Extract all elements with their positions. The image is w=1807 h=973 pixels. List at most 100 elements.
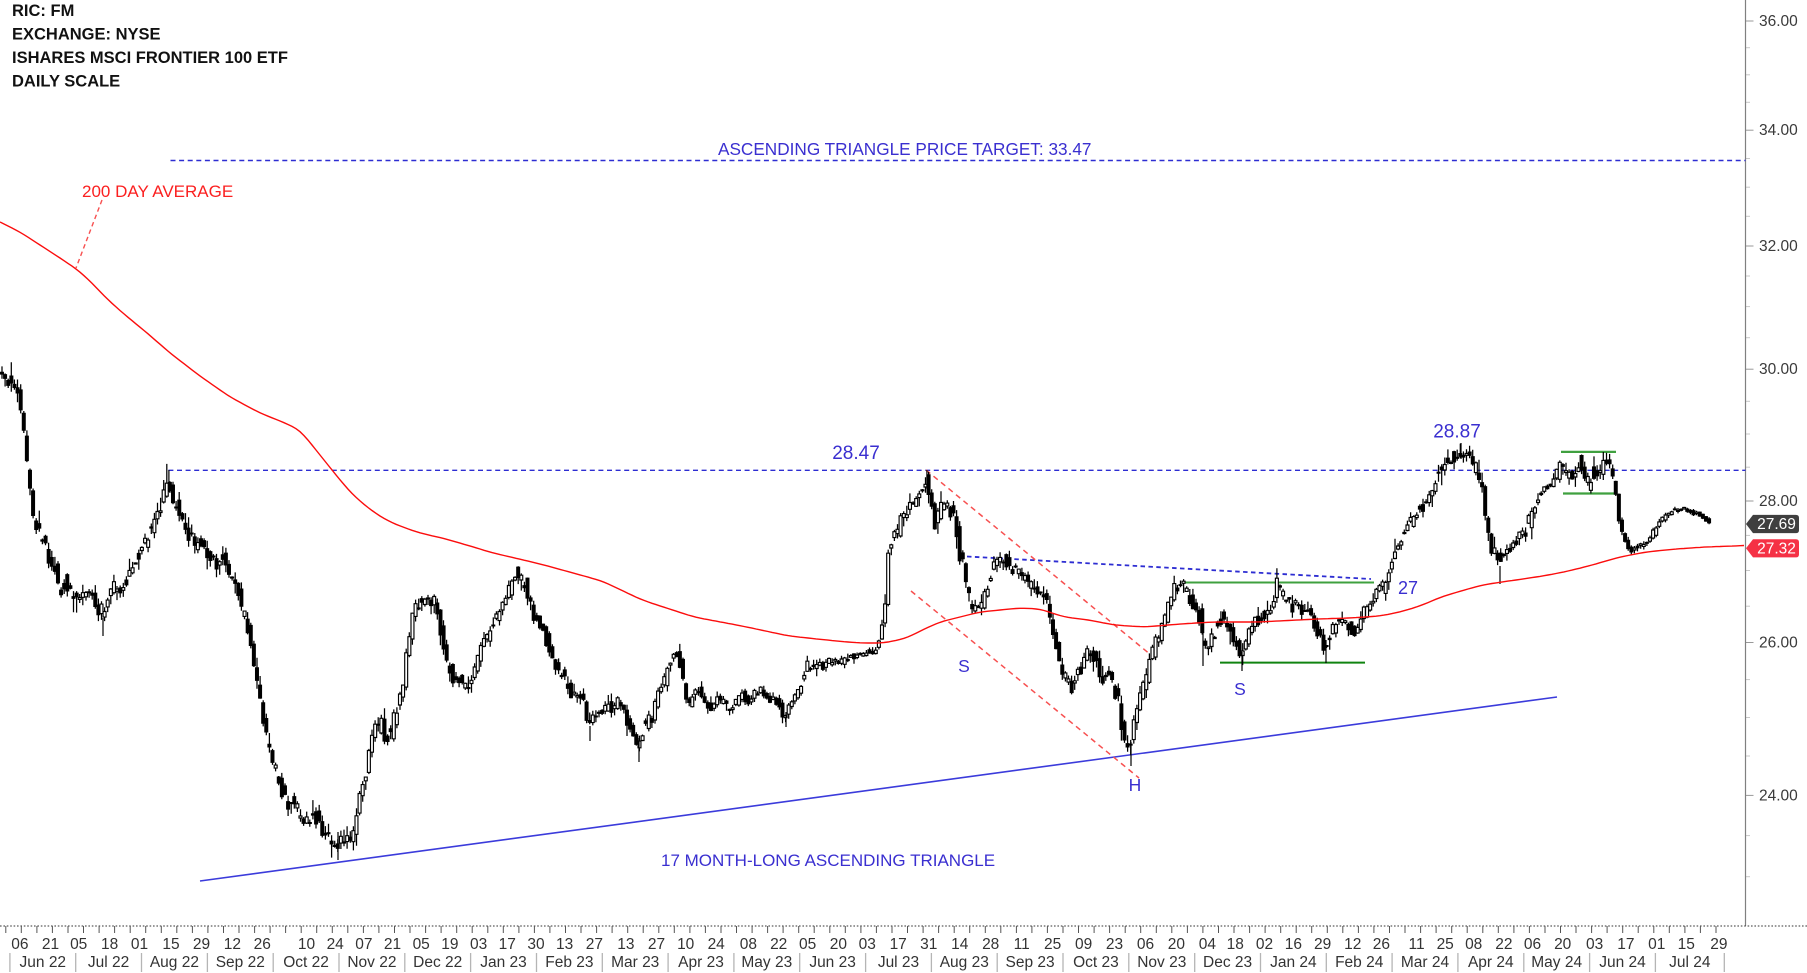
svg-text:14: 14 bbox=[951, 936, 969, 953]
svg-text:05: 05 bbox=[70, 936, 87, 953]
svg-text:07: 07 bbox=[355, 936, 372, 953]
svg-text:EXCHANGE: NYSE: EXCHANGE: NYSE bbox=[12, 26, 161, 44]
svg-text:Sep 22: Sep 22 bbox=[216, 954, 265, 971]
svg-text:01: 01 bbox=[1648, 936, 1665, 953]
svg-text:Dec 23: Dec 23 bbox=[1203, 954, 1252, 971]
svg-text:17 MONTH-LONG ASCENDING TRIANG: 17 MONTH-LONG ASCENDING TRIANGLE bbox=[661, 851, 995, 870]
svg-text:29: 29 bbox=[1710, 936, 1727, 953]
svg-text:13: 13 bbox=[556, 936, 573, 953]
svg-text:27.32: 27.32 bbox=[1757, 541, 1796, 558]
svg-text:25: 25 bbox=[1044, 936, 1061, 953]
svg-text:19: 19 bbox=[441, 936, 458, 953]
svg-text:H: H bbox=[1129, 775, 1142, 795]
svg-text:25: 25 bbox=[1437, 936, 1454, 953]
svg-text:20: 20 bbox=[830, 936, 848, 953]
svg-text:27: 27 bbox=[648, 936, 665, 953]
svg-text:02: 02 bbox=[1256, 936, 1273, 953]
svg-text:12: 12 bbox=[224, 936, 241, 953]
svg-text:05: 05 bbox=[799, 936, 816, 953]
svg-text:Apr 23: Apr 23 bbox=[678, 954, 724, 971]
svg-text:Jan 24: Jan 24 bbox=[1270, 954, 1317, 971]
svg-text:29: 29 bbox=[1314, 936, 1331, 953]
svg-text:Sep 23: Sep 23 bbox=[1006, 954, 1055, 971]
svg-text:30.00: 30.00 bbox=[1759, 361, 1798, 378]
svg-text:S: S bbox=[1234, 679, 1246, 699]
svg-text:05: 05 bbox=[413, 936, 430, 953]
svg-text:DAILY SCALE: DAILY SCALE bbox=[12, 73, 120, 91]
svg-text:23: 23 bbox=[1106, 936, 1123, 953]
svg-text:Oct 23: Oct 23 bbox=[1073, 954, 1119, 971]
svg-text:Jul 22: Jul 22 bbox=[88, 954, 129, 971]
svg-text:28: 28 bbox=[982, 936, 999, 953]
svg-text:34.00: 34.00 bbox=[1759, 122, 1798, 139]
svg-text:11: 11 bbox=[1014, 936, 1030, 953]
svg-text:03: 03 bbox=[859, 936, 876, 953]
svg-text:Feb 24: Feb 24 bbox=[1335, 954, 1384, 971]
svg-text:15: 15 bbox=[1678, 936, 1695, 953]
svg-text:Nov 23: Nov 23 bbox=[1137, 954, 1186, 971]
svg-text:S: S bbox=[958, 656, 970, 676]
svg-text:10: 10 bbox=[298, 936, 316, 953]
svg-text:Aug 23: Aug 23 bbox=[940, 954, 989, 971]
svg-text:22: 22 bbox=[770, 936, 787, 953]
svg-text:10: 10 bbox=[677, 936, 695, 953]
svg-text:24: 24 bbox=[708, 936, 726, 953]
svg-text:Aug 22: Aug 22 bbox=[150, 954, 199, 971]
svg-text:06: 06 bbox=[11, 936, 28, 953]
svg-text:26.00: 26.00 bbox=[1759, 635, 1798, 652]
svg-text:Jun 24: Jun 24 bbox=[1599, 954, 1646, 971]
svg-text:200 DAY AVERAGE: 200 DAY AVERAGE bbox=[82, 182, 233, 201]
svg-text:17: 17 bbox=[1617, 936, 1634, 953]
svg-text:24.00: 24.00 bbox=[1759, 787, 1798, 804]
svg-text:Mar 24: Mar 24 bbox=[1401, 954, 1450, 971]
svg-text:Jun 23: Jun 23 bbox=[809, 954, 856, 971]
svg-text:28.00: 28.00 bbox=[1759, 493, 1798, 510]
svg-text:29: 29 bbox=[193, 936, 210, 953]
svg-text:RIC: FM: RIC: FM bbox=[12, 2, 74, 20]
svg-text:01: 01 bbox=[131, 936, 148, 953]
svg-text:12: 12 bbox=[1344, 936, 1361, 953]
svg-text:Jan 23: Jan 23 bbox=[480, 954, 527, 971]
svg-text:06: 06 bbox=[1524, 936, 1541, 953]
svg-text:31: 31 bbox=[920, 936, 937, 953]
svg-text:32.00: 32.00 bbox=[1759, 238, 1798, 255]
svg-text:03: 03 bbox=[1586, 936, 1603, 953]
svg-text:28.47: 28.47 bbox=[832, 443, 880, 464]
svg-text:ASCENDING TRIANGLE PRICE TARGE: ASCENDING TRIANGLE PRICE TARGET: 33.47 bbox=[718, 139, 1091, 159]
svg-text:15: 15 bbox=[162, 936, 179, 953]
svg-text:28.87: 28.87 bbox=[1433, 422, 1481, 443]
svg-text:13: 13 bbox=[617, 936, 634, 953]
svg-text:27: 27 bbox=[1398, 578, 1418, 598]
svg-text:ISHARES MSCI FRONTIER 100 ETF: ISHARES MSCI FRONTIER 100 ETF bbox=[12, 49, 288, 67]
svg-text:26: 26 bbox=[254, 936, 271, 953]
svg-text:26: 26 bbox=[1373, 936, 1390, 953]
svg-text:20: 20 bbox=[1168, 936, 1186, 953]
svg-text:Feb 23: Feb 23 bbox=[545, 954, 593, 971]
svg-text:08: 08 bbox=[740, 936, 757, 953]
svg-text:May 23: May 23 bbox=[741, 954, 792, 971]
svg-text:36.00: 36.00 bbox=[1759, 13, 1798, 30]
svg-text:Jul 23: Jul 23 bbox=[878, 954, 919, 971]
svg-text:17: 17 bbox=[499, 936, 516, 953]
svg-text:21: 21 bbox=[42, 936, 59, 953]
svg-text:03: 03 bbox=[470, 936, 487, 953]
svg-text:30: 30 bbox=[527, 936, 545, 953]
svg-text:May 24: May 24 bbox=[1531, 954, 1582, 971]
svg-text:20: 20 bbox=[1554, 936, 1572, 953]
svg-text:06: 06 bbox=[1137, 936, 1154, 953]
svg-text:27: 27 bbox=[586, 936, 603, 953]
svg-text:Jun 22: Jun 22 bbox=[20, 954, 67, 971]
svg-text:Oct 22: Oct 22 bbox=[283, 954, 329, 971]
svg-text:Apr 24: Apr 24 bbox=[1468, 954, 1514, 971]
svg-text:08: 08 bbox=[1465, 936, 1482, 953]
svg-text:09: 09 bbox=[1075, 936, 1092, 953]
svg-text:Jul 24: Jul 24 bbox=[1669, 954, 1711, 971]
svg-text:21: 21 bbox=[384, 936, 401, 953]
svg-text:18: 18 bbox=[1227, 936, 1244, 953]
svg-text:Dec 22: Dec 22 bbox=[413, 954, 462, 971]
svg-text:22: 22 bbox=[1495, 936, 1512, 953]
svg-text:24: 24 bbox=[327, 936, 345, 953]
svg-text:04: 04 bbox=[1199, 936, 1217, 953]
svg-text:Nov 22: Nov 22 bbox=[347, 954, 396, 971]
svg-text:27.69: 27.69 bbox=[1757, 516, 1796, 533]
